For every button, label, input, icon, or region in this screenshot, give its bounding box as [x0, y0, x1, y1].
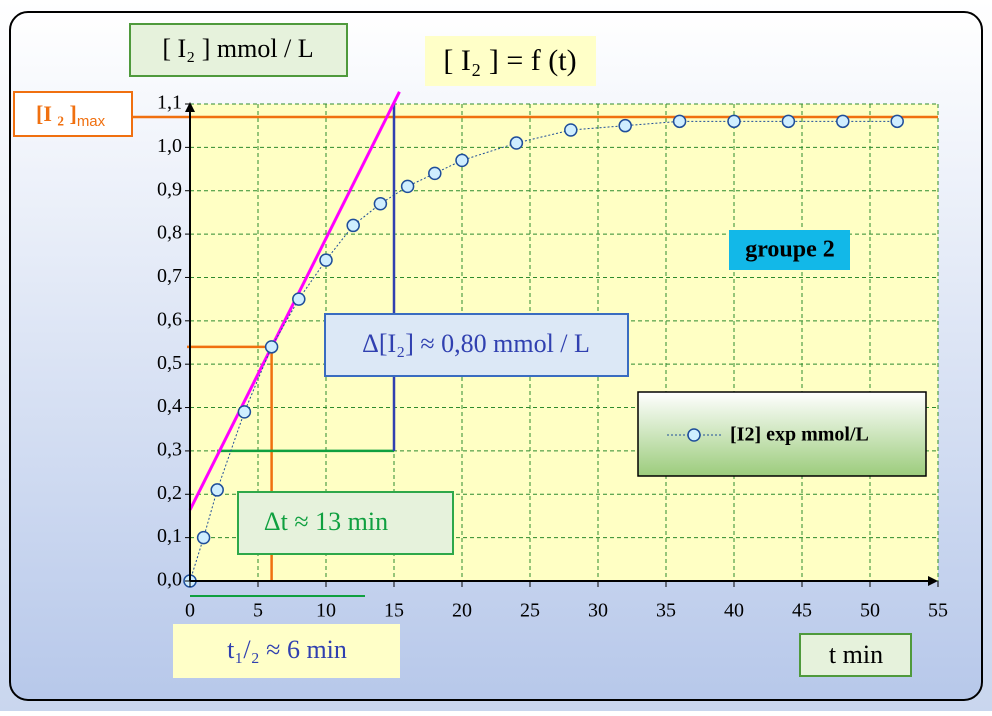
data-point: [890, 114, 904, 129]
imax-main: [I ₂ ]: [36, 101, 77, 126]
legend-marker: [687, 428, 701, 442]
x-tick-label: 55: [928, 600, 948, 622]
data-point: [210, 483, 224, 497]
data-point: [509, 136, 524, 150]
data-point: [781, 114, 796, 129]
half-life-box: [173, 624, 400, 678]
y-axis-label: [ I₂ ] mmol / L: [162, 34, 313, 63]
data-point: [373, 196, 388, 211]
y-tick-label: 0,1: [157, 525, 182, 547]
delta-t-label: Δt ≈ 13 min: [264, 507, 388, 536]
title-box: [425, 36, 596, 86]
y-tick-label: 0,2: [157, 482, 182, 504]
x-arrow: [928, 576, 938, 586]
data-point: [618, 118, 632, 133]
y-label-box: [129, 23, 348, 77]
x-tick-label: 30: [588, 600, 608, 622]
chart-title: [ I₂ ] = f (t): [443, 44, 576, 77]
data-point: [264, 340, 279, 354]
x-tick-label: 35: [656, 600, 676, 622]
imax-label: [I ₂ ]max: [36, 101, 106, 130]
y-tick-label: 0,5: [157, 352, 182, 374]
y-tick-label: 1,0: [157, 135, 182, 157]
legend: [637, 391, 927, 477]
legend-label: [I2] exp mmol/L: [730, 424, 869, 446]
y-tick-label: 0,6: [157, 308, 182, 330]
x-tick-label: 50: [860, 600, 880, 622]
delta-t-box: [237, 491, 454, 555]
data-point: [346, 218, 360, 233]
data-point: [428, 166, 442, 181]
data-point: [292, 292, 306, 306]
half-life-label: t₁/₂ ≈ 6 min: [227, 635, 347, 664]
data-point: [400, 179, 415, 194]
data-point: [672, 114, 687, 129]
x-tick-label: 15: [384, 600, 404, 622]
data-point: [196, 530, 211, 545]
x-label-box: [799, 633, 912, 677]
delta-i2-box: [324, 313, 629, 377]
data-point: [727, 114, 741, 129]
y-tick-label: 1,1: [157, 92, 182, 114]
series-line: [189, 120, 898, 582]
y-tick-label: 0,3: [157, 439, 182, 461]
y-tick-label: 0,7: [157, 265, 182, 287]
x-tick-label: 45: [792, 600, 812, 622]
data-point: [564, 123, 578, 137]
x-tick-label: 20: [452, 600, 472, 622]
data-point: [319, 253, 333, 267]
imax-sub: max: [77, 113, 106, 130]
x-tick-label: 0: [185, 600, 195, 622]
delta-i2-label: Δ[I₂] ≈ 0,80 mmol / L: [362, 329, 590, 358]
data-point: [455, 153, 469, 168]
x-tick-label: 10: [316, 600, 336, 622]
data-point: [237, 405, 252, 419]
y-tick-label: 0,8: [157, 222, 182, 244]
data-point: [836, 114, 850, 129]
y-tick-label: 0,0: [157, 569, 182, 591]
x-tick-label: 5: [253, 600, 263, 622]
x-tick-label: 25: [520, 600, 540, 622]
group-box: [729, 230, 850, 270]
x-axis-label: t min: [829, 640, 883, 669]
group-label: groupe 2: [745, 237, 835, 263]
x-tick-label: 40: [724, 600, 744, 622]
y-tick-label: 0,4: [157, 395, 182, 417]
y-arrow: [185, 102, 195, 112]
imax-box: [13, 91, 133, 137]
y-tick-label: 0,9: [157, 178, 182, 200]
